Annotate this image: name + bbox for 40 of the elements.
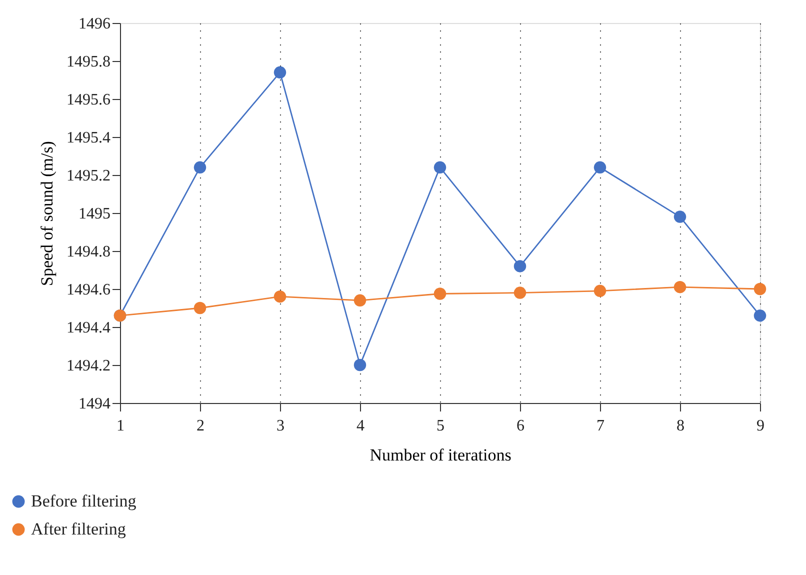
x-tick-label: 8 (676, 418, 684, 434)
y-tick-label: 1495.6 (66, 92, 110, 108)
legend-label: After filtering (31, 520, 126, 538)
point (434, 288, 446, 300)
point (194, 161, 206, 174)
y-tick-label: 1495.4 (66, 130, 110, 146)
point (354, 358, 366, 372)
y-tick-label: 1494 (78, 396, 110, 412)
point (674, 210, 686, 223)
x-tick-label: 1 (116, 418, 124, 434)
x-tick-label: 3 (276, 418, 284, 434)
legend-label: Before filtering (31, 492, 137, 510)
point (674, 280, 686, 294)
point (594, 161, 606, 174)
y-tick-label: 1495 (78, 206, 110, 222)
y-tick-label: 1496 (78, 16, 110, 32)
point (434, 161, 446, 174)
x-tick-label: 9 (756, 418, 764, 434)
point (354, 294, 366, 307)
point (514, 286, 526, 299)
y-tick-label: 1495.8 (66, 54, 110, 70)
x-axis-title: Number of iterations (370, 446, 512, 464)
y-tick-label: 1495.2 (66, 168, 110, 184)
point (594, 284, 606, 298)
y-tick-label: 1494.8 (66, 244, 110, 260)
x-tick-label: 7 (596, 418, 604, 434)
point (274, 290, 286, 303)
point (754, 309, 766, 322)
y-axis-title: Speed of sound (m/s) (38, 141, 56, 286)
y-tick-label: 1494.2 (66, 358, 110, 374)
x-tick-label: 2 (196, 418, 204, 434)
point (514, 260, 526, 272)
y-tick-label: 1494.6 (66, 282, 110, 298)
x-tick-label: 5 (436, 418, 444, 434)
point (754, 282, 766, 296)
y-tick-label: 1494.4 (66, 320, 110, 336)
point (274, 66, 286, 79)
x-tick-label: 4 (356, 418, 364, 434)
point (194, 302, 206, 314)
x-tick-label: 6 (516, 418, 524, 434)
